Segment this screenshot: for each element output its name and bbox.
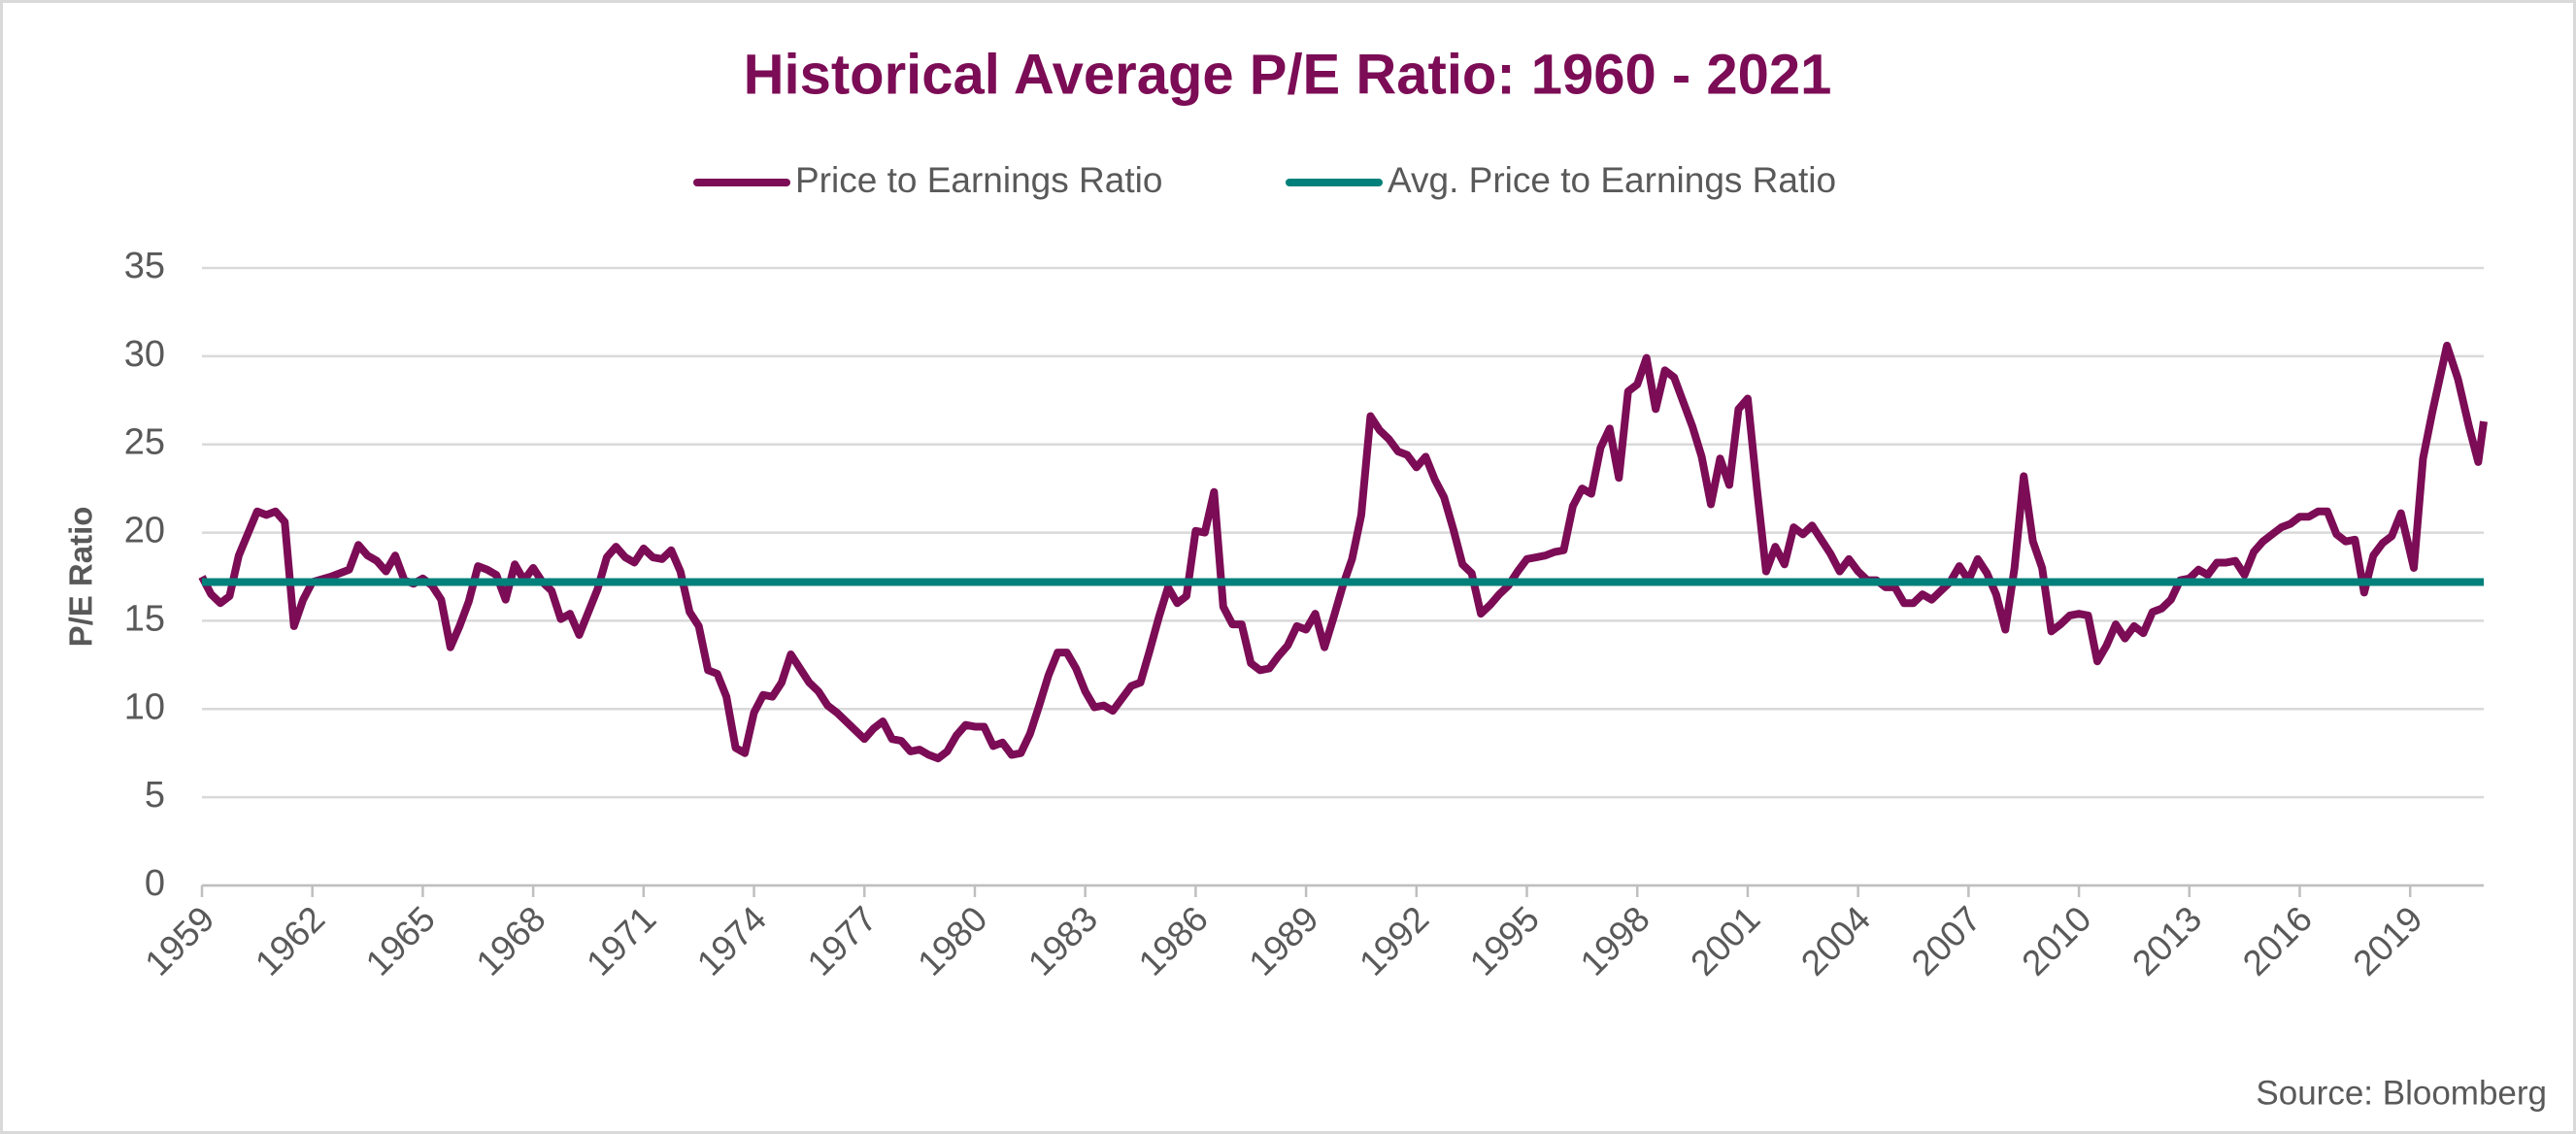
y-tick-label: 30 [124, 334, 165, 375]
y-tick-label: 35 [124, 246, 165, 286]
legend-label: Price to Earnings Ratio [795, 160, 1162, 200]
y-tick-label: 25 [124, 422, 165, 463]
y-tick-label: 15 [124, 598, 165, 639]
y-tick-label: 5 [145, 775, 165, 816]
y-tick-label: 20 [124, 511, 165, 551]
chart-title: Historical Average P/E Ratio: 1960 - 202… [744, 43, 1832, 106]
y-tick-label: 10 [124, 686, 165, 727]
y-axis-label: P/E Ratio [63, 507, 99, 648]
y-tick-label: 0 [145, 863, 165, 904]
legend-label: Avg. Price to Earnings Ratio [1388, 160, 1836, 200]
source-note: Source: Bloomberg [2256, 1074, 2547, 1112]
line-series [198, 341, 2488, 763]
